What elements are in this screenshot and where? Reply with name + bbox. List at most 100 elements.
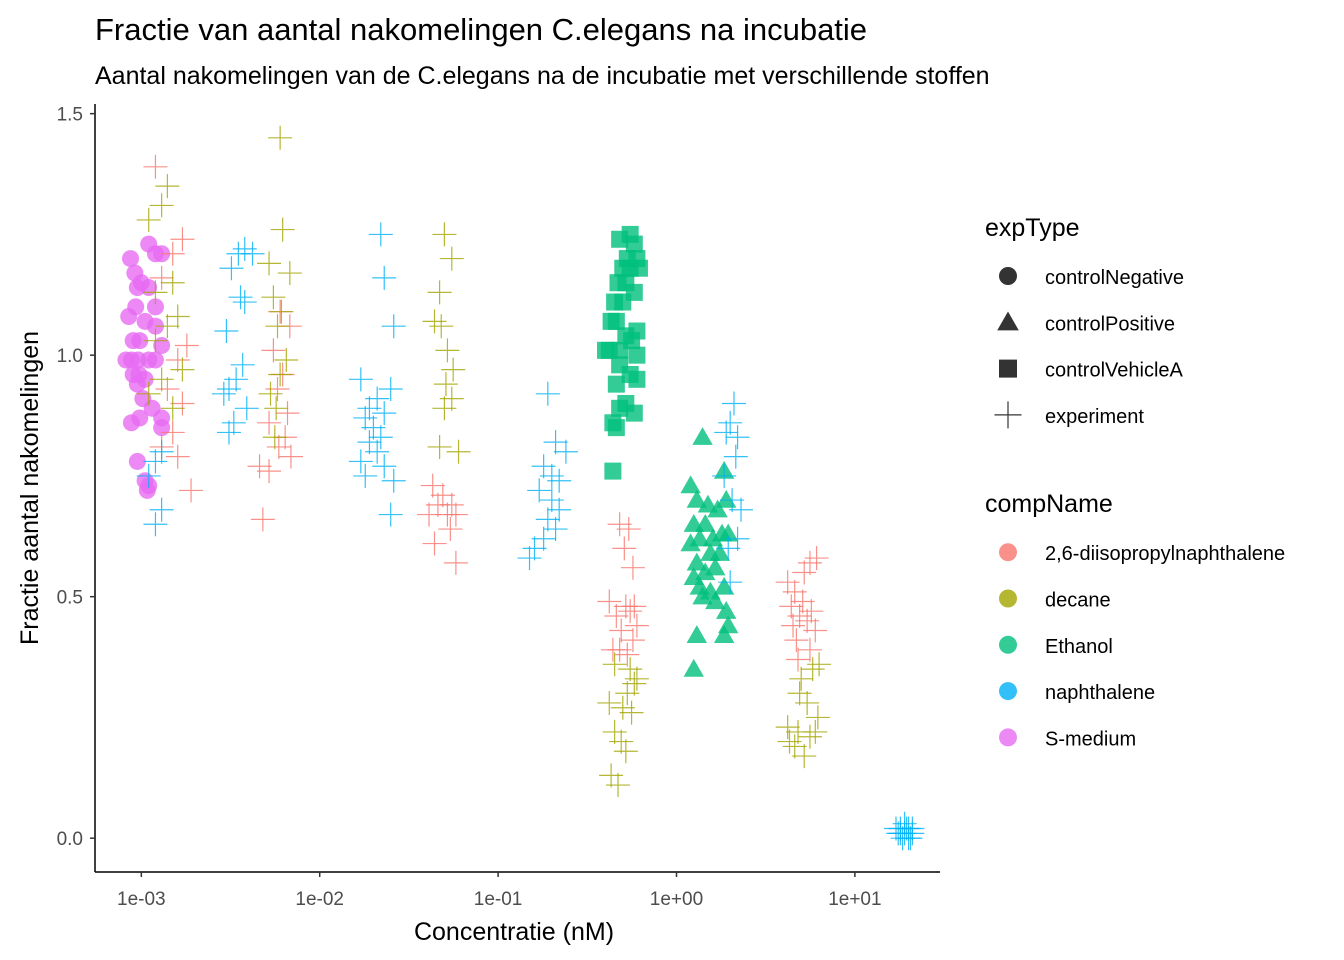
x-tick-label: 1e-03 <box>117 889 166 910</box>
data-point <box>543 517 568 542</box>
data-point <box>689 576 710 595</box>
data-point <box>368 425 393 450</box>
data-point <box>718 523 739 542</box>
legend-label: S-medium <box>1045 728 1136 750</box>
data-point <box>680 533 701 552</box>
data-point <box>160 420 185 445</box>
data-point <box>612 536 637 561</box>
data-point <box>886 821 911 846</box>
data-point <box>143 512 168 537</box>
data-point <box>547 497 572 522</box>
data-point <box>170 357 195 382</box>
legend-label: decane <box>1045 590 1111 612</box>
data-point <box>782 734 807 759</box>
data-point <box>361 415 386 440</box>
data-point <box>790 589 815 614</box>
data-point <box>522 536 547 561</box>
data-point <box>269 299 294 324</box>
legend-key-circle <box>999 543 1017 562</box>
data-point <box>155 174 180 199</box>
data-point <box>446 439 471 464</box>
data-point <box>261 338 286 363</box>
data-point <box>686 552 708 571</box>
data-point <box>265 314 290 339</box>
data-point <box>143 154 168 179</box>
data-point <box>547 468 572 493</box>
data-point <box>170 227 195 252</box>
data-point <box>127 298 145 316</box>
data-point <box>261 285 286 310</box>
data-point <box>228 285 253 310</box>
data-point <box>353 463 378 488</box>
data-point <box>795 690 820 715</box>
data-point <box>797 724 822 749</box>
data-point <box>531 526 556 551</box>
data-point <box>381 468 406 493</box>
data-point <box>517 546 542 571</box>
data-point <box>174 333 199 358</box>
legend-title: expType <box>985 214 1080 242</box>
y-tick-label: 1.0 <box>57 346 83 367</box>
series-s-medium-controlnegative <box>117 235 171 499</box>
data-point <box>539 488 564 513</box>
data-point <box>707 499 728 518</box>
chart-title: Fractie van aantal nakomelingen C.elegan… <box>95 12 867 47</box>
legend-key-plus <box>994 401 1022 429</box>
data-point <box>439 246 464 271</box>
data-point <box>553 439 578 464</box>
data-point <box>433 372 458 397</box>
legend-label: controlNegative <box>1045 267 1184 289</box>
data-point <box>680 475 701 494</box>
data-point <box>709 543 731 561</box>
x-tick-label: 1e-02 <box>295 889 344 910</box>
data-point <box>604 462 622 480</box>
legend-label: experiment <box>1045 406 1144 428</box>
data-point <box>425 492 450 517</box>
data-point <box>607 312 625 330</box>
data-point <box>422 531 447 556</box>
data-point <box>803 618 828 643</box>
data-point <box>270 217 295 242</box>
legend-key-circle <box>999 728 1017 747</box>
data-point <box>692 427 713 445</box>
data-point <box>143 328 168 353</box>
data-point <box>618 657 643 682</box>
data-point <box>784 628 809 653</box>
data-point <box>622 671 647 696</box>
data-point <box>607 419 625 437</box>
data-point <box>420 473 445 498</box>
data-point <box>165 304 190 329</box>
legend-label: controlPositive <box>1045 313 1175 335</box>
data-point <box>372 265 397 290</box>
data-point <box>775 715 800 740</box>
data-point <box>686 489 708 508</box>
legend-compname: compName 2,6-diisopropylnaphthalene decane… <box>985 490 1285 750</box>
data-point <box>143 280 168 305</box>
y-tick-label: 1.5 <box>57 105 83 126</box>
y-axis-title: Fractie aantal nakomelingen <box>16 331 44 645</box>
series-decane-experiment <box>136 125 832 798</box>
data-point <box>146 351 164 369</box>
data-point <box>805 705 830 730</box>
legend-key-circle <box>999 682 1017 701</box>
data-point <box>247 454 272 479</box>
data-point <box>278 444 303 469</box>
data-point <box>146 298 164 316</box>
data-point <box>789 666 814 691</box>
data-point <box>702 528 724 547</box>
data-point <box>378 376 403 401</box>
data-point <box>230 352 255 377</box>
legend-key-circle <box>999 635 1017 654</box>
data-point <box>357 396 382 421</box>
data-point <box>714 420 739 445</box>
legend-exptype: expType controlNegative controlPositive con… <box>985 214 1184 429</box>
data-point <box>900 816 925 841</box>
x-tick-label: 1e-01 <box>474 889 523 910</box>
data-point <box>131 332 149 350</box>
data-point <box>535 507 560 532</box>
data-point <box>443 550 468 575</box>
data-point <box>258 381 283 406</box>
legend-key-triangle <box>997 311 1019 331</box>
data-point <box>378 502 403 527</box>
data-point <box>692 586 713 605</box>
